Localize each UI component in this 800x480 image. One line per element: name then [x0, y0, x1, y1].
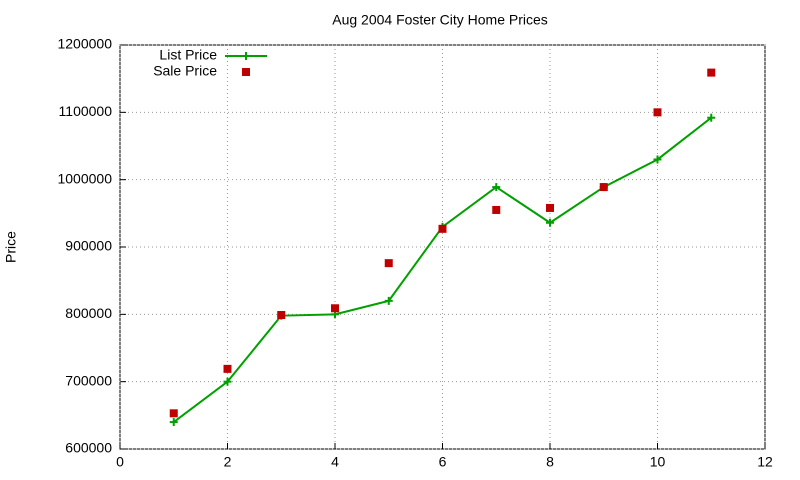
point-marker [384, 296, 393, 305]
x-tick-label: 2 [224, 454, 232, 470]
point-marker [599, 183, 608, 192]
x-tick-label: 0 [116, 454, 124, 470]
point-marker [169, 418, 178, 427]
point-marker [169, 409, 178, 418]
point-marker [223, 377, 232, 386]
point-marker [223, 364, 232, 373]
point-marker [653, 155, 662, 164]
point-marker [707, 68, 716, 77]
x-tick-label: 12 [757, 454, 773, 470]
point-marker [492, 205, 501, 214]
point-marker [242, 52, 250, 60]
point-marker [492, 183, 501, 192]
y-tick-label: 1200000 [57, 36, 112, 52]
y-axis-label: Price [3, 231, 19, 263]
chart-title: Aug 2004 Foster City Home Prices [332, 12, 548, 28]
y-tick-label: 1100000 [59, 103, 113, 119]
point-marker [546, 203, 554, 212]
y-tick-label: 800000 [65, 305, 112, 321]
point-marker [546, 218, 554, 227]
x-tick-label: 10 [650, 454, 666, 470]
y-tick-label: 900000 [65, 238, 112, 254]
y-tick-label: 600000 [65, 440, 112, 456]
point-marker [277, 311, 286, 320]
point-marker [707, 113, 716, 122]
legend-label: Sale Price [153, 63, 217, 79]
legend-label: List Price [159, 47, 217, 63]
y-tick-label: 700000 [65, 372, 112, 388]
point-marker [331, 304, 339, 313]
point-marker [242, 68, 250, 76]
point-marker [438, 224, 447, 233]
x-tick-label: 8 [546, 454, 554, 470]
point-marker [384, 259, 393, 268]
x-tick-label: 4 [331, 454, 339, 470]
y-tick-label: 1000000 [57, 170, 112, 186]
x-tick-label: 6 [439, 454, 447, 470]
point-marker [653, 108, 662, 117]
